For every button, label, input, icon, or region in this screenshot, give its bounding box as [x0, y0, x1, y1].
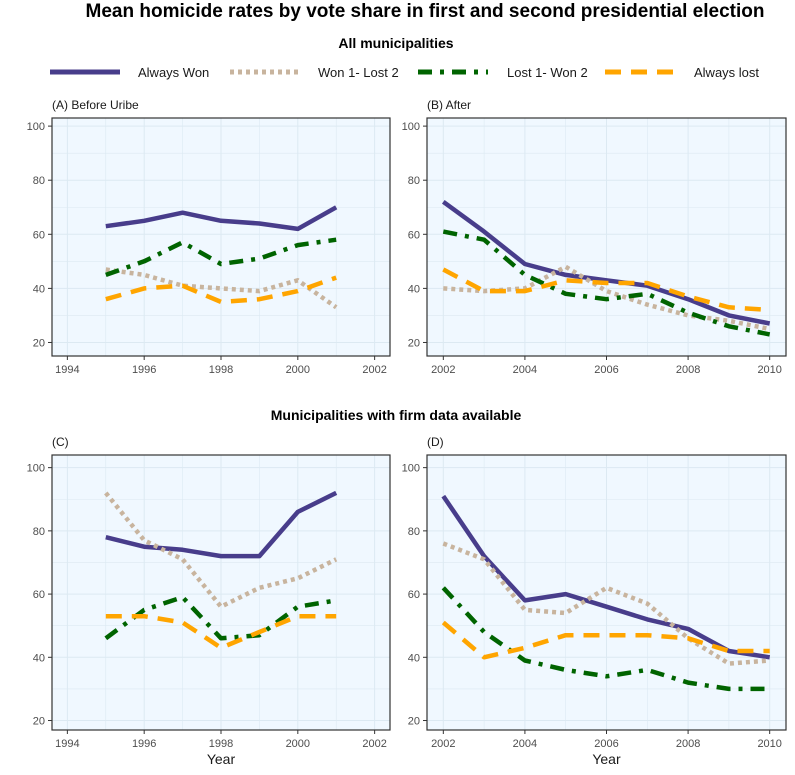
x-tick-label: 2000 — [286, 738, 310, 750]
section-title-firm: Municipalities with firm data available — [271, 407, 522, 423]
series-line-always-lost — [105, 613, 337, 651]
legend-label-always-lost: Always lost — [694, 65, 759, 80]
x-tick-label: 2002 — [431, 364, 455, 376]
panel-1: 20 40 60 80 100 1994 1996 1998 2000 2002 (A) Befor… — [27, 98, 391, 376]
x-tick-label: 2002 — [362, 364, 386, 376]
x-tick-label: 2002 — [362, 738, 386, 750]
series-line-lost1-won2 — [105, 237, 337, 278]
x-tick-label: 1994 — [55, 738, 79, 750]
legend-label-won1-lost2: Won 1- Lost 2 — [318, 65, 399, 80]
series-line-lost1-won2 — [104, 594, 337, 641]
y-tick-label: 20 — [33, 716, 45, 728]
series-line-won1-lost2 — [442, 541, 770, 666]
x-tick-label: 2010 — [757, 738, 781, 750]
series-line-won1-lost2 — [443, 264, 771, 332]
series-line-always-won — [105, 205, 338, 232]
y-tick-label: 40 — [408, 283, 420, 295]
y-tick-label: 100 — [27, 463, 45, 475]
x-tick-label: 2000 — [286, 364, 310, 376]
panel-border — [426, 117, 787, 357]
x-tick-label: 2006 — [594, 738, 618, 750]
x-tick-label: 2002 — [431, 738, 455, 750]
panel-label: (A) Before Uribe — [52, 98, 139, 112]
y-tick-label: 20 — [408, 337, 420, 349]
panel-2: 20 40 60 80 100 2002 2004 2006 2008 2010 (B) After — [402, 98, 787, 376]
legend: Always Won Won 1- Lost 2 Lost 1- Won 2 A… — [50, 65, 759, 80]
panel-label: (C) — [52, 435, 69, 449]
series-line-lost1-won2 — [442, 229, 771, 337]
y-tick-label: 60 — [33, 229, 45, 241]
x-axis-title: Year — [592, 751, 621, 767]
series-line-always-lost — [105, 275, 337, 305]
panel-label: (D) — [427, 435, 444, 449]
panel-border — [426, 454, 787, 731]
y-tick-label: 60 — [408, 589, 420, 601]
y-tick-label: 80 — [33, 526, 45, 538]
y-tick-label: 100 — [27, 121, 45, 133]
panel-4: 20 40 60 80 100 2002 2004 2006 2008 2010 (D) Year — [402, 435, 787, 767]
chart-title: Mean homicide rates by vote share in fir… — [86, 1, 765, 22]
series-line-always-lost — [442, 267, 770, 313]
x-tick-label: 2006 — [594, 364, 618, 376]
series-line-always-won — [105, 490, 338, 559]
legend-label-always-won: Always Won — [138, 65, 209, 80]
panel-3: 20 40 60 80 100 1994 1996 1998 2000 2002 (C) Year — [27, 435, 391, 767]
x-tick-label: 1996 — [132, 738, 156, 750]
y-tick-label: 80 — [408, 526, 420, 538]
y-tick-label: 60 — [33, 589, 45, 601]
series-line-always-lost — [441, 620, 770, 660]
panel-label: (B) After — [427, 98, 471, 112]
x-tick-label: 2004 — [513, 738, 537, 750]
series-line-won1-lost2 — [105, 267, 338, 310]
y-tick-label: 40 — [408, 652, 420, 664]
panel-border — [51, 454, 391, 731]
y-tick-label: 80 — [408, 175, 420, 187]
x-tick-label: 1994 — [55, 364, 79, 376]
x-tick-label: 2010 — [757, 364, 781, 376]
x-tick-label: 2004 — [513, 364, 537, 376]
panels: 20 40 60 80 100 1994 1996 1998 2000 2002 (A) Befor… — [27, 98, 787, 767]
section-title-all: All municipalities — [338, 35, 453, 51]
y-tick-label: 100 — [402, 121, 420, 133]
x-axis-title: Year — [207, 751, 236, 767]
panel-border — [51, 117, 391, 357]
y-tick-label: 100 — [402, 463, 420, 475]
x-tick-label: 1998 — [209, 364, 233, 376]
x-tick-label: 1998 — [209, 738, 233, 750]
y-tick-label: 80 — [33, 175, 45, 187]
series-line-lost1-won2 — [441, 586, 770, 692]
series-line-always-won — [441, 199, 771, 326]
y-tick-label: 20 — [33, 337, 45, 349]
y-tick-label: 20 — [408, 716, 420, 728]
y-tick-label: 40 — [33, 283, 45, 295]
x-tick-label: 1996 — [132, 364, 156, 376]
y-tick-label: 40 — [33, 652, 45, 664]
legend-label-lost1-won2: Lost 1- Won 2 — [507, 65, 588, 80]
x-tick-label: 2008 — [676, 738, 700, 750]
series-line-always-won — [441, 494, 771, 660]
y-tick-label: 60 — [408, 229, 420, 241]
x-tick-label: 2008 — [676, 364, 700, 376]
